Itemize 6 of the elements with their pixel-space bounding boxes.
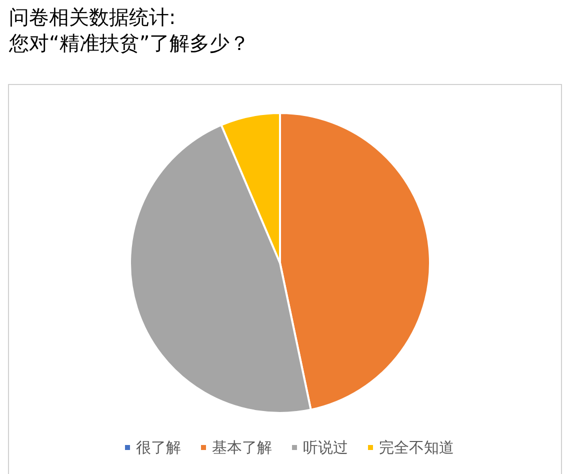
chart-title: 问卷相关数据统计:	[9, 5, 176, 29]
legend-label: 很了解	[136, 438, 181, 456]
legend-label: 完全不知道	[379, 438, 454, 456]
legend-label: 基本了解	[212, 438, 272, 456]
legend-label: 听说过	[303, 438, 348, 456]
chart-subtitle: 您对“精准扶贫”了解多少？	[8, 31, 250, 55]
